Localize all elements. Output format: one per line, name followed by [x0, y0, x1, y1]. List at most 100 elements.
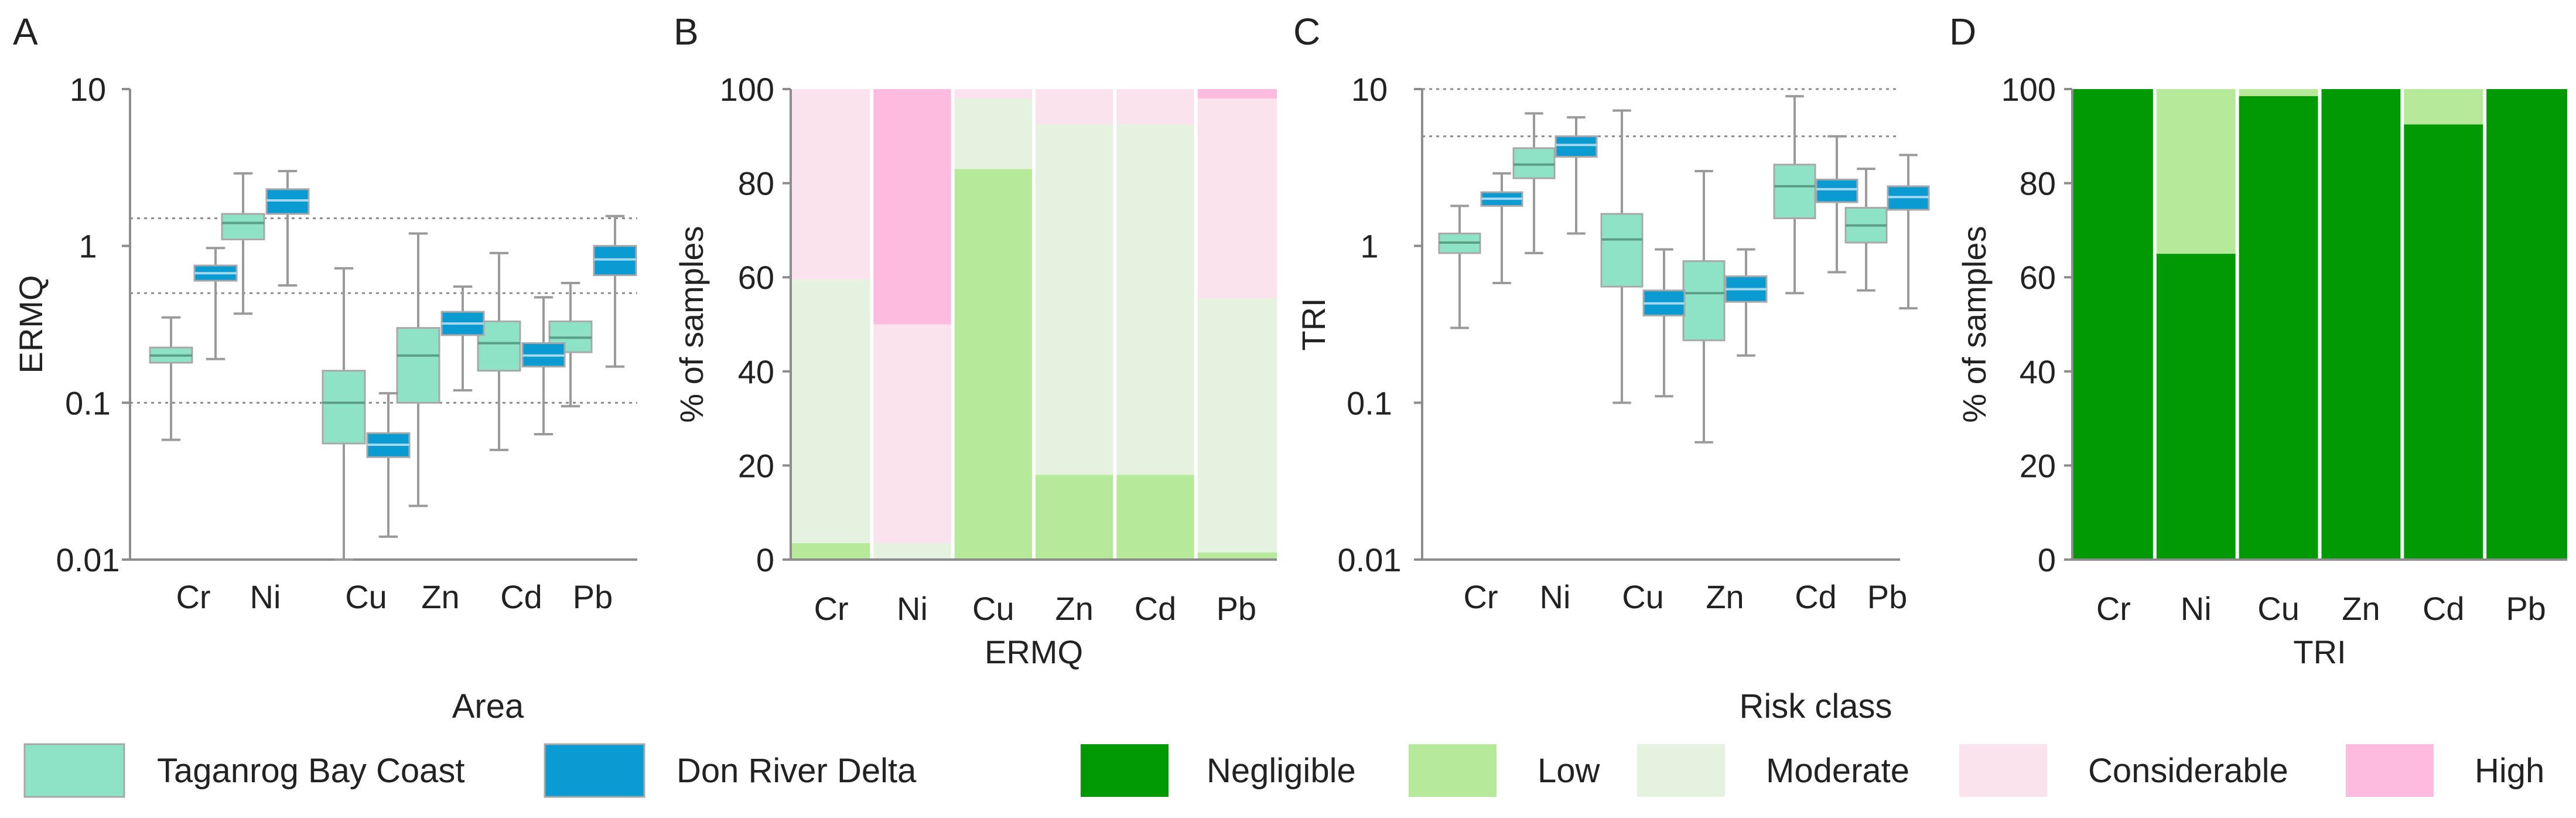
- y-tick-label-c-1: 0.1: [1347, 384, 1392, 421]
- bar-segment-b-ni-moderate: [872, 543, 953, 560]
- y-tick-label-d-5: 100: [2001, 71, 2056, 108]
- category-label-b-cd: Cd: [1135, 590, 1177, 627]
- panel-label-b: B: [674, 11, 699, 53]
- bar-segment-d-cu-negligible: [2237, 96, 2320, 560]
- bar-segment-d-ni-negligible: [2154, 254, 2237, 560]
- legend-swatch-don-river: [544, 743, 645, 798]
- bar-segment-d-pb-negligible: [2485, 89, 2567, 560]
- legend-label-considerable: Considerable: [2088, 752, 2288, 790]
- category-label-c-cu: Cu: [1622, 578, 1664, 615]
- legend-area-title: Area: [452, 687, 524, 725]
- bar-segment-d-cd-negligible: [2402, 124, 2485, 560]
- category-label-a-pb: Pb: [573, 578, 613, 615]
- legend-swatch-taganrog: [23, 743, 125, 798]
- category-label-b-ni: Ni: [897, 590, 928, 627]
- legend-label-low: Low: [1538, 752, 1601, 790]
- legend-label-don-river: Don River Delta: [677, 752, 917, 790]
- x-axis-title-b: ERMQ: [985, 633, 1083, 670]
- box-c-taganrog-bay-coast-zn: [1682, 260, 1726, 342]
- y-tick-label-d-2: 40: [2020, 353, 2056, 390]
- legend-label-moderate: Moderate: [1766, 752, 1909, 790]
- y-tick-label-a-0: 0.01: [56, 541, 120, 578]
- box-a-taganrog-bay-coast-zn: [396, 327, 440, 404]
- box-c-taganrog-bay-coast-cd: [1773, 163, 1816, 220]
- category-label-b-cu: Cu: [972, 590, 1014, 627]
- bar-segment-b-cd-low: [1115, 475, 1196, 560]
- box-a-taganrog-bay-coast-cu: [322, 370, 366, 445]
- bar-segment-d-zn-negligible: [2319, 89, 2403, 560]
- y-axis-title-b: % of samples: [673, 226, 710, 422]
- bar-segment-b-cu-considerable: [952, 89, 1034, 99]
- y-tick-label-d-1: 20: [2020, 447, 2056, 484]
- category-label-d-zn: Zn: [2342, 590, 2380, 627]
- y-tick-label-b-3: 60: [738, 259, 774, 296]
- y-axis-title-c: TRI: [1295, 298, 1332, 350]
- bar-segment-b-cu-moderate: [952, 98, 1034, 169]
- box-c-taganrog-bay-coast-cu: [1600, 213, 1644, 288]
- y-tick-label-c-2: 1: [1360, 228, 1378, 265]
- bar-segment-d-ni-low: [2154, 89, 2237, 254]
- bar-segment-d-cd-low: [2402, 89, 2485, 125]
- y-tick-label-b-2: 40: [738, 353, 774, 390]
- category-label-a-ni: Ni: [250, 578, 281, 615]
- category-label-c-cr: Cr: [1463, 578, 1498, 615]
- y-tick-label-b-4: 80: [738, 165, 774, 202]
- legend-swatch-moderate: [1637, 744, 1725, 797]
- bar-segment-b-zn-low: [1034, 475, 1115, 560]
- bar-segment-b-zn-considerable: [1034, 89, 1115, 125]
- x-axis-title-d: TRI: [2293, 633, 2346, 670]
- bar-segment-b-cr-low: [791, 543, 872, 560]
- panel-label-d: D: [1949, 11, 1976, 53]
- legend-risk-title: Risk class: [1739, 687, 1892, 725]
- category-label-d-cd: Cd: [2423, 590, 2465, 627]
- bar-segment-b-pb-considerable: [1195, 98, 1277, 299]
- bar-segment-b-zn-moderate: [1034, 124, 1115, 475]
- legend-swatch-considerable: [1959, 744, 2047, 797]
- bar-segment-d-cr-negligible: [2072, 89, 2155, 560]
- panel-a-ermq-boxplot: 0.01 0.1 1 10 ERMQ Cr Ni Cu Zn Cd Pb: [12, 71, 637, 615]
- category-label-d-pb: Pb: [2506, 590, 2546, 627]
- category-label-c-pb: Pb: [1867, 578, 1908, 615]
- y-tick-label-b-1: 20: [738, 447, 774, 484]
- legend-label-negligible: Negligible: [1207, 752, 1356, 790]
- box-a-taganrog-bay-coast-ni: [221, 213, 265, 241]
- y-tick-label-d-3: 60: [2020, 259, 2056, 296]
- bar-segment-b-cd-moderate: [1115, 124, 1196, 475]
- y-tick-label-a-2: 1: [78, 228, 97, 265]
- legend-area: Area Taganrog Bay Coast Don River Delta: [23, 687, 917, 798]
- y-tick-label-a-1: 0.1: [65, 384, 111, 421]
- box-c-taganrog-bay-coast-ni: [1512, 147, 1556, 179]
- legend-swatch-high: [2346, 744, 2434, 797]
- y-axis-title-d: % of samples: [1956, 226, 1993, 422]
- box-c-don-river-delta-ni: [1555, 135, 1598, 158]
- bar-segment-b-cr-moderate: [791, 280, 872, 543]
- bar-segment-b-cu-low: [952, 169, 1034, 560]
- box-c-don-river-delta-cd: [1815, 178, 1858, 203]
- box-a-taganrog-bay-coast-cd: [477, 321, 521, 372]
- category-label-d-ni: Ni: [2181, 590, 2212, 627]
- category-label-d-cr: Cr: [2096, 590, 2131, 627]
- y-tick-label-d-4: 80: [2020, 165, 2056, 202]
- panel-d-tri-stacked-bars: Cr Ni Cu Zn Cd Pb 0 20 40 60 80 100 % of samples TRI: [1956, 71, 2567, 670]
- panel-c-tri-boxplot: 0.01 0.1 1 10 TRI Cr Ni Cu Zn Cd Pb: [1295, 71, 1930, 615]
- category-label-a-zn: Zn: [421, 578, 459, 615]
- panel-b-ermq-stacked-bars: Cr Ni Cu Zn Cd Pb 0 20 40 60 80 100 % of samples ERMQ: [673, 71, 1277, 670]
- bar-segment-d-cu-low: [2237, 89, 2320, 97]
- panel-label-c: C: [1293, 11, 1320, 53]
- category-label-a-cr: Cr: [176, 578, 210, 615]
- category-label-c-cd: Cd: [1795, 578, 1837, 615]
- bar-segment-b-ni-considerable: [872, 324, 953, 543]
- panel-label-a: A: [13, 11, 38, 53]
- legend-label-high: High: [2475, 752, 2544, 790]
- category-label-d-cu: Cu: [2257, 590, 2300, 627]
- legend-swatch-low: [1409, 744, 1497, 797]
- bar-segment-b-pb-high: [1195, 89, 1277, 99]
- y-tick-label-c-3: 10: [1351, 71, 1388, 108]
- bar-segment-b-ni-high: [872, 89, 953, 325]
- y-tick-label-a-3: 10: [70, 71, 106, 108]
- y-tick-label-b-5: 100: [720, 71, 774, 108]
- legend-label-taganrog: Taganrog Bay Coast: [157, 752, 465, 790]
- category-label-c-ni: Ni: [1540, 578, 1571, 615]
- category-label-a-cu: Cu: [345, 578, 387, 615]
- bar-segment-b-pb-low: [1195, 552, 1277, 560]
